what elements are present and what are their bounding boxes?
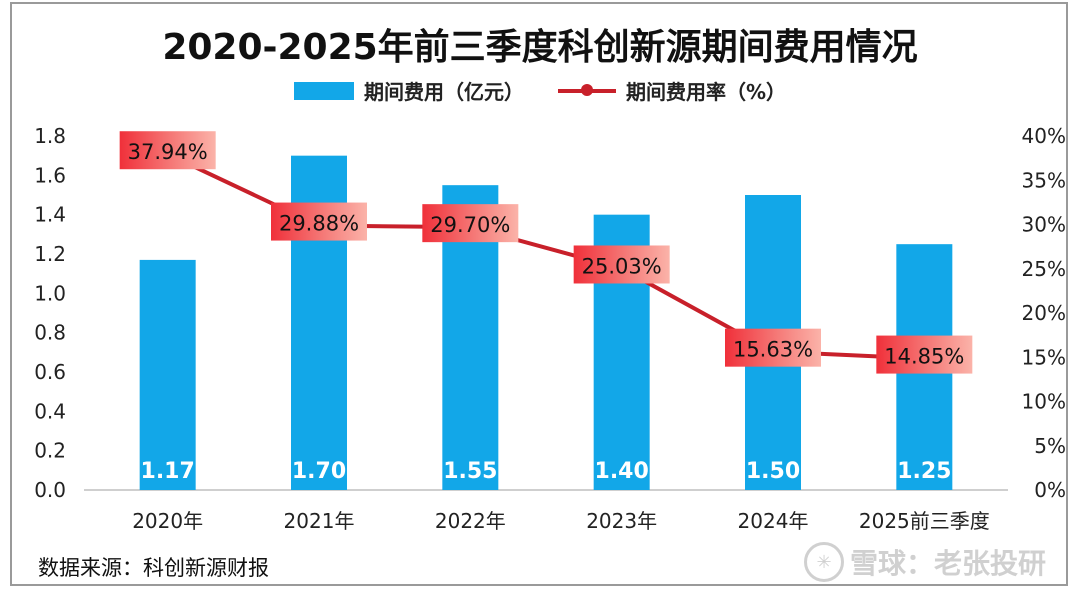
y-right-tick-label: 15% — [1022, 345, 1066, 369]
y-left-tick-label: 1.6 — [34, 163, 66, 187]
rate-label-box — [725, 328, 821, 367]
legend-item-bar: 期间费用（亿元） — [293, 76, 524, 105]
y-left-tick-label: 0.8 — [34, 321, 66, 345]
bar-value-label: 1.50 — [746, 459, 800, 484]
x-tick-label: 2022年 — [435, 509, 506, 533]
rate-label-box — [119, 131, 216, 170]
y-left-tick-label: 0.0 — [34, 478, 66, 502]
y-left-tick-label: 1.0 — [34, 281, 66, 305]
x-tick-label: 2025前三季度 — [859, 509, 990, 533]
y-right-tick-label: 5% — [1034, 434, 1066, 458]
y-right-tick-label: 25% — [1022, 257, 1066, 281]
y-left-tick-label: 1.8 — [34, 124, 66, 148]
y-left-tick-label: 0.6 — [34, 360, 66, 384]
source-note: 数据来源：科创新源财报 — [38, 556, 269, 580]
x-tick-label: 2024年 — [738, 509, 809, 533]
y-left-tick-label: 1.4 — [34, 203, 66, 227]
x-tick-label: 2020年 — [132, 509, 203, 533]
y-left-tick-label: 1.2 — [34, 242, 66, 266]
rate-label-box — [271, 202, 367, 241]
watermark-text: 雪球：老张投研 — [849, 547, 1046, 580]
legend-line-swatch — [557, 83, 616, 96]
chart-title: 2020-2025年前三季度科创新源期间费用情况 — [162, 27, 918, 68]
bar — [139, 259, 196, 490]
legend-item-line: 期间费用率（%） — [557, 76, 787, 105]
y-left-tick-label: 0.2 — [34, 439, 66, 463]
legend-label-bar: 期间费用（亿元） — [363, 80, 524, 104]
rate-value-label: 29.88% — [279, 212, 359, 236]
legend: 期间费用（亿元） 期间费用率（%） — [0, 76, 1080, 105]
x-tick-label: 2023年 — [586, 509, 657, 533]
y-right-tick-label: 10% — [1022, 390, 1066, 414]
y-right-tick-label: 40% — [1022, 124, 1066, 148]
legend-label-line: 期间费用率（%） — [625, 80, 787, 104]
y-right-tick-label: 0% — [1034, 478, 1066, 502]
bar-value-label: 1.40 — [595, 459, 649, 484]
snowball-logo-icon: ✳ — [803, 542, 844, 582]
rate-value-label: 37.94% — [128, 140, 208, 164]
bar-value-label: 1.25 — [897, 459, 951, 484]
rate-value-label: 15.63% — [733, 338, 813, 362]
y-right-tick-label: 35% — [1022, 168, 1066, 192]
rate-value-label: 14.85% — [884, 345, 964, 369]
rate-value-label: 29.70% — [430, 213, 510, 237]
watermark: ✳ 雪球：老张投研 — [803, 542, 1046, 582]
rate-label-box — [422, 204, 519, 243]
rate-value-label: 25.03% — [582, 254, 662, 278]
bar-value-label: 1.70 — [292, 459, 346, 484]
x-tick-label: 2021年 — [284, 509, 355, 533]
rate-label-box — [573, 245, 670, 284]
y-right-tick-label: 30% — [1022, 213, 1066, 237]
rate-label-box — [876, 335, 973, 374]
y-left-tick-label: 0.4 — [34, 399, 66, 423]
bar-value-label: 1.17 — [141, 459, 195, 484]
bar-value-label: 1.55 — [443, 459, 497, 484]
y-right-tick-label: 20% — [1022, 301, 1066, 325]
legend-bar-swatch — [293, 81, 354, 100]
rate-series-line — [166, 152, 925, 361]
